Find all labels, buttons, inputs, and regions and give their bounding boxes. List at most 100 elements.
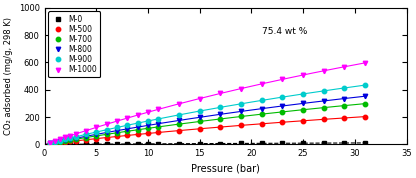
M-1000 xyxy=(363,62,368,64)
M-900 xyxy=(114,126,119,129)
M-1000 xyxy=(68,135,73,137)
M-500 xyxy=(197,128,202,130)
M-800 xyxy=(52,141,57,143)
M-700 xyxy=(94,135,99,137)
M-0 xyxy=(342,142,347,144)
M-0 xyxy=(73,143,78,145)
M-900 xyxy=(197,110,202,112)
M-900 xyxy=(125,124,130,126)
M-900 xyxy=(104,129,109,131)
M-800 xyxy=(218,113,223,115)
M-1000 xyxy=(146,111,151,113)
M-800 xyxy=(114,130,119,132)
M-700 xyxy=(125,130,130,132)
M-500 xyxy=(342,117,347,119)
M-1000 xyxy=(197,98,202,100)
M-0 xyxy=(104,143,109,145)
M-800 xyxy=(135,126,140,128)
M-500 xyxy=(321,118,326,120)
M-1000 xyxy=(52,140,57,142)
M-500 xyxy=(52,142,57,144)
M-700 xyxy=(363,103,368,105)
M-800 xyxy=(342,97,347,100)
Line: M-900: M-900 xyxy=(47,83,367,145)
M-500 xyxy=(238,124,243,126)
M-0 xyxy=(259,142,264,144)
M-0 xyxy=(57,143,62,145)
M-800 xyxy=(68,138,73,140)
M-900 xyxy=(63,138,68,140)
M-500 xyxy=(363,116,368,118)
M-0 xyxy=(94,143,99,145)
M-700 xyxy=(146,127,151,129)
M-900 xyxy=(238,103,243,105)
M-800 xyxy=(84,135,89,137)
M-0 xyxy=(52,143,57,145)
M-700 xyxy=(176,123,181,125)
M-800 xyxy=(73,137,78,139)
M-1000 xyxy=(301,74,306,76)
M-500 xyxy=(218,126,223,128)
M-700 xyxy=(52,142,57,144)
Line: M-800: M-800 xyxy=(47,94,367,146)
M-0 xyxy=(197,143,202,145)
M-500 xyxy=(280,121,285,123)
Line: M-1000: M-1000 xyxy=(47,61,367,145)
M-0 xyxy=(135,143,140,145)
M-700 xyxy=(135,129,140,131)
M-900 xyxy=(259,99,264,101)
M-800 xyxy=(125,128,130,130)
M-500 xyxy=(68,140,73,143)
M-0 xyxy=(218,142,223,145)
M-500 xyxy=(94,138,99,140)
M-500 xyxy=(259,123,264,125)
M-700 xyxy=(63,140,68,142)
M-800 xyxy=(94,133,99,135)
M-900 xyxy=(68,137,73,139)
M-900 xyxy=(47,142,52,144)
M-1000 xyxy=(238,88,243,90)
M-700 xyxy=(321,107,326,109)
M-900 xyxy=(146,120,151,122)
M-700 xyxy=(342,104,347,107)
M-800 xyxy=(63,139,68,141)
M-900 xyxy=(94,131,99,133)
M-700 xyxy=(68,139,73,141)
M-800 xyxy=(301,102,306,104)
M-700 xyxy=(218,118,223,120)
Text: 75.4 wt %: 75.4 wt % xyxy=(262,27,307,36)
M-800 xyxy=(104,131,109,134)
M-0 xyxy=(146,143,151,145)
M-800 xyxy=(363,95,368,97)
M-1000 xyxy=(114,120,119,122)
X-axis label: Pressure (bar): Pressure (bar) xyxy=(191,164,260,174)
M-1000 xyxy=(321,70,326,72)
M-700 xyxy=(73,138,78,140)
M-500 xyxy=(63,141,68,143)
M-500 xyxy=(125,134,130,137)
M-900 xyxy=(363,84,368,86)
M-1000 xyxy=(47,142,52,144)
M-900 xyxy=(176,114,181,116)
M-1000 xyxy=(57,138,62,140)
M-0 xyxy=(84,143,89,145)
M-500 xyxy=(57,142,62,144)
M-700 xyxy=(301,109,306,111)
M-0 xyxy=(47,143,52,145)
M-900 xyxy=(135,122,140,124)
M-800 xyxy=(156,123,161,125)
M-700 xyxy=(84,137,89,139)
M-700 xyxy=(238,115,243,117)
M-500 xyxy=(301,120,306,122)
M-0 xyxy=(68,143,73,145)
M-0 xyxy=(63,143,68,145)
M-0 xyxy=(156,143,161,145)
M-1000 xyxy=(94,126,99,129)
M-1000 xyxy=(125,117,130,119)
Line: M-0: M-0 xyxy=(47,141,367,147)
M-900 xyxy=(73,136,78,138)
Y-axis label: CO₂ adsorbed (mg/g, 298 K): CO₂ adsorbed (mg/g, 298 K) xyxy=(4,17,13,135)
M-500 xyxy=(73,140,78,142)
M-900 xyxy=(342,87,347,89)
M-800 xyxy=(47,142,52,144)
